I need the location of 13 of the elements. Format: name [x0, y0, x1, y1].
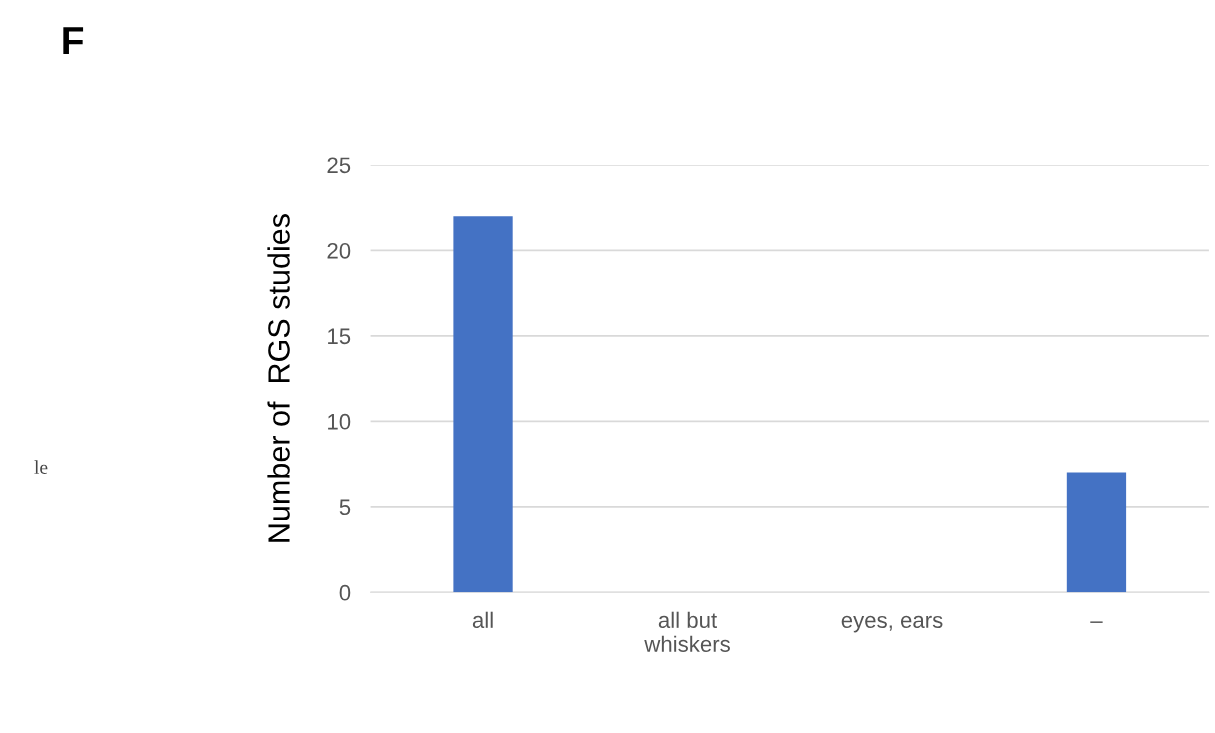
y-tick-label: 5 [339, 499, 351, 516]
y-axis-title: Number of RGS studies [267, 214, 290, 542]
x-tick-label: eyes, ears [841, 615, 943, 633]
y-tick-label: 25 [327, 157, 351, 174]
y-tick-label: 15 [328, 328, 351, 345]
y-tick-label: 10 [328, 413, 351, 430]
y-tick-label: 20 [327, 242, 351, 259]
y-tick-label: 0 [339, 584, 351, 601]
text: le [34, 460, 48, 474]
x-tick-label: – [1090, 621, 1103, 623]
x-tick-label: all [472, 611, 493, 629]
x-tick-label: all but whiskers [644, 611, 730, 652]
chart-title: F [63, 27, 84, 55]
